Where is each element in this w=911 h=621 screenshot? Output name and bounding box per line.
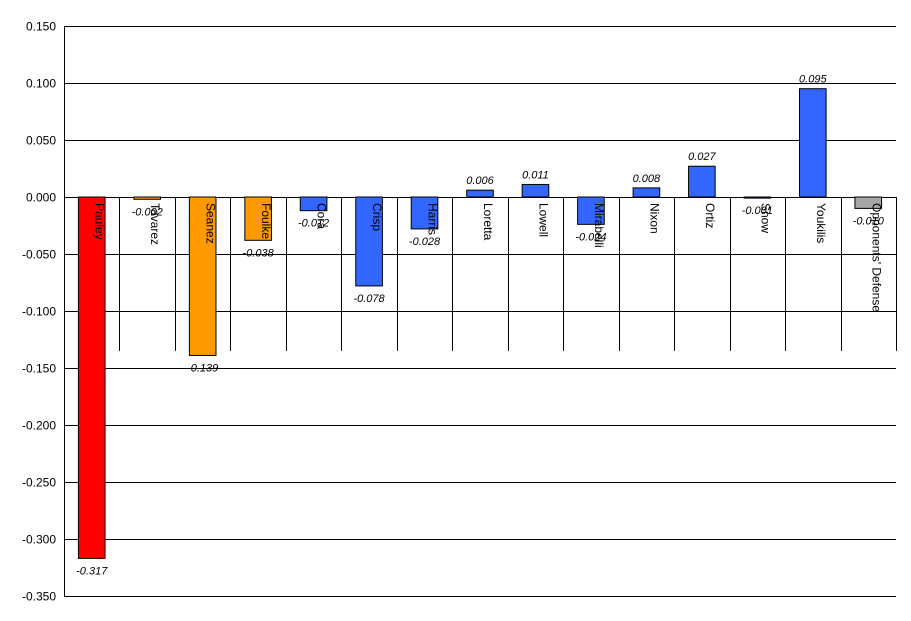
category-label: Cora — [315, 203, 329, 229]
category-labels: Pauley Tavarez Seanez Foulke Cora Crisp Harris… — [93, 203, 884, 312]
value-label: 0.027 — [688, 151, 716, 163]
bar-loretta — [466, 189, 494, 198]
value-label: -0.012 — [298, 218, 329, 230]
bar-ortiz — [688, 165, 716, 198]
bar-opponents-defense — [854, 196, 883, 209]
category-label: Mirabelli — [592, 203, 606, 248]
category-label: Pauley — [93, 203, 107, 240]
value-label: 0.095 — [799, 74, 827, 86]
value-labels: -0.317 -0.002 -0.139 -0.038 -0.012 -0.078 -0.0… — [76, 74, 885, 578]
bar-pauley — [77, 196, 106, 559]
value-label: -0.038 — [243, 247, 275, 259]
category-label: Opponents' Defense — [869, 203, 883, 312]
value-label: -0.010 — [853, 215, 885, 227]
y-tick-label: -0.350 — [22, 590, 56, 604]
bar-snow — [743, 196, 772, 199]
category-label: Ortiz — [703, 203, 717, 228]
gridlines — [64, 26, 896, 597]
bars — [77, 88, 883, 559]
value-label: -0.001 — [742, 205, 773, 217]
bar-mirabelli — [577, 196, 605, 225]
value-label: -0.028 — [409, 236, 441, 248]
category-label: Crisp — [370, 203, 384, 231]
value-label: -0.002 — [132, 206, 163, 218]
category-label: Youkilis — [814, 203, 828, 243]
y-tick-label: 0.150 — [26, 20, 56, 34]
bar-nixon — [632, 187, 661, 198]
category-label: Lowell — [536, 203, 550, 237]
y-tick-label: -0.050 — [22, 248, 56, 262]
bar-lowell — [521, 183, 550, 198]
y-tick-label: -0.300 — [22, 533, 56, 547]
value-label: -0.139 — [187, 362, 218, 374]
category-label: Nixon — [647, 203, 661, 234]
y-tick-label: -0.150 — [22, 362, 56, 376]
category-label: Seanez — [204, 203, 218, 244]
category-separators — [119, 197, 897, 351]
bar-seanez — [188, 196, 217, 356]
value-label: -0.024 — [575, 231, 606, 243]
category-label: Snow — [758, 203, 772, 233]
bar-cora — [299, 196, 328, 212]
bar-tavarez — [133, 196, 162, 200]
category-label: Tavarez — [148, 203, 162, 245]
bar-crisp — [355, 196, 383, 287]
y-axis-tick-labels: 0.150 0.100 0.050 0.000 -0.050 -0.100 -0.150 -0… — [22, 20, 56, 604]
bar-harris — [410, 196, 439, 230]
value-label: -0.317 — [76, 565, 108, 577]
category-label: Foulke — [259, 203, 273, 239]
value-label: -0.078 — [353, 293, 385, 305]
y-tick-label: 0.050 — [26, 134, 56, 148]
category-label: Loretta — [481, 203, 495, 241]
category-label: Harris — [426, 203, 440, 235]
value-label: 0.006 — [466, 175, 494, 187]
y-tick-label: 0.000 — [26, 191, 56, 205]
value-label: 0.008 — [633, 173, 661, 185]
y-tick-label: -0.250 — [22, 476, 56, 490]
bar-youkilis — [798, 88, 827, 198]
y-tick-label: -0.200 — [22, 419, 56, 433]
bar-foulke — [244, 196, 272, 241]
y-tick-label: -0.100 — [22, 305, 56, 319]
value-label: 0.011 — [522, 169, 549, 181]
y-tick-label: 0.100 — [26, 77, 56, 91]
